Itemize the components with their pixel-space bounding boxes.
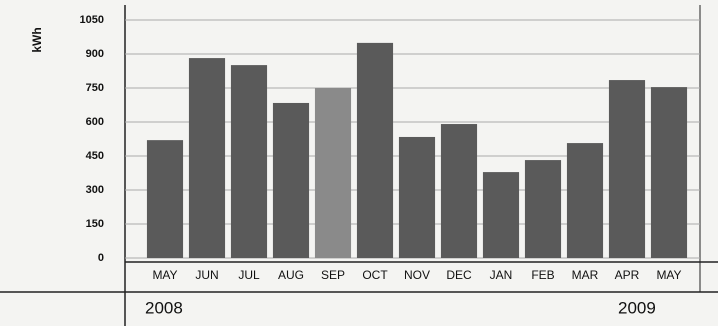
bar [314, 88, 352, 258]
x-tick-label: JUL [238, 268, 260, 282]
bar [398, 136, 436, 258]
x-tick-label: JAN [490, 268, 513, 282]
year-label: 2009 [618, 298, 656, 317]
bar [482, 172, 520, 258]
y-tick-label: 600 [86, 116, 104, 128]
y-tick-label: 750 [86, 82, 104, 94]
y-axis-label: kWh [30, 27, 44, 52]
x-tick-label: DEC [446, 268, 472, 282]
bar [356, 42, 394, 258]
x-tick-label: AUG [278, 268, 304, 282]
y-tick-label: 150 [86, 218, 104, 230]
x-tick-label: OCT [362, 268, 388, 282]
bar [188, 58, 226, 258]
bar [608, 80, 646, 258]
bar [146, 140, 184, 258]
x-tick-label: MAY [152, 268, 177, 282]
year-label: 2008 [145, 298, 183, 317]
x-tick-label: NOV [404, 268, 430, 282]
y-tick-label: 300 [86, 184, 104, 196]
x-tick-label: FEB [531, 268, 554, 282]
bar [650, 87, 688, 259]
x-tick-label: MAY [656, 268, 681, 282]
bar [524, 160, 562, 258]
y-tick-label: 450 [86, 150, 104, 162]
x-tick-label: SEP [321, 268, 345, 282]
x-tick-label: MAR [572, 268, 599, 282]
y-tick-label: 1050 [80, 14, 104, 26]
y-tick-label: 900 [86, 48, 104, 60]
bar [566, 143, 604, 258]
bar [230, 65, 268, 259]
x-tick-label: JUN [195, 268, 218, 282]
bar [440, 124, 478, 258]
x-tick-label: APR [615, 268, 640, 282]
y-tick-label: 0 [98, 252, 104, 264]
bar [272, 102, 310, 259]
